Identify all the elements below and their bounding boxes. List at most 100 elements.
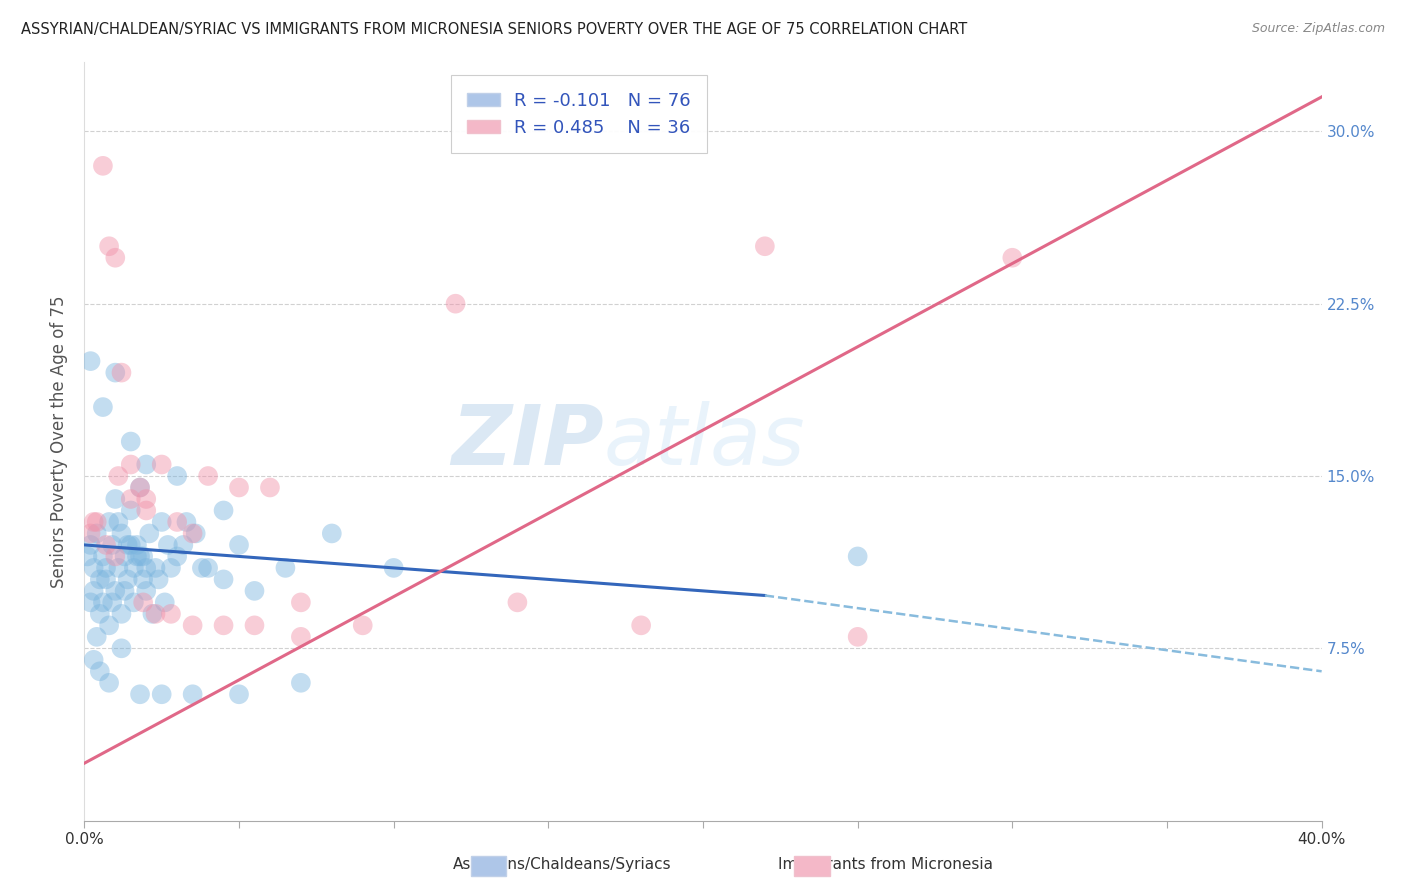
Point <box>104 549 127 564</box>
Point <box>212 503 235 517</box>
Point <box>114 549 136 564</box>
Point <box>321 526 343 541</box>
Point <box>91 400 114 414</box>
Point <box>846 549 869 564</box>
Point <box>166 549 188 564</box>
Point <box>181 618 204 632</box>
Point <box>160 607 183 621</box>
Point <box>83 515 105 529</box>
Point <box>145 607 167 621</box>
Point <box>120 503 142 517</box>
Point <box>181 526 204 541</box>
Point <box>150 515 173 529</box>
Point <box>120 491 142 506</box>
Point <box>120 458 142 472</box>
Point <box>125 538 148 552</box>
Point <box>135 561 157 575</box>
Point <box>94 538 117 552</box>
Point <box>125 549 148 564</box>
Point <box>191 561 214 575</box>
Point <box>181 687 204 701</box>
Point <box>132 549 155 564</box>
Point <box>243 618 266 632</box>
Point <box>129 481 152 495</box>
Point <box>184 526 207 541</box>
Point <box>132 573 155 587</box>
Point <box>135 503 157 517</box>
Text: ZIP: ZIP <box>451 401 605 482</box>
Point <box>1001 251 1024 265</box>
Point <box>104 583 127 598</box>
Point <box>110 526 132 541</box>
Point <box>98 618 121 632</box>
Point <box>122 561 145 575</box>
Point <box>444 296 467 310</box>
Point <box>86 630 108 644</box>
Point <box>120 538 142 552</box>
Point <box>117 538 139 552</box>
Text: Assyrians/Chaldeans/Syriacs: Assyrians/Chaldeans/Syriacs <box>453 857 672 872</box>
Point <box>135 491 157 506</box>
Point <box>79 354 101 368</box>
Point <box>110 641 132 656</box>
Point <box>166 515 188 529</box>
Point <box>107 469 129 483</box>
Point <box>228 687 250 701</box>
Point <box>132 595 155 609</box>
Text: Source: ZipAtlas.com: Source: ZipAtlas.com <box>1251 22 1385 36</box>
Point <box>114 583 136 598</box>
Point <box>228 538 250 552</box>
Point <box>79 538 101 552</box>
Point <box>150 458 173 472</box>
Point <box>83 653 105 667</box>
Point <box>138 526 160 541</box>
Point <box>83 583 105 598</box>
Point <box>166 469 188 483</box>
Point <box>98 675 121 690</box>
Legend: R = -0.101   N = 76, R = 0.485    N = 36: R = -0.101 N = 76, R = 0.485 N = 36 <box>451 75 707 153</box>
Point <box>129 481 152 495</box>
Point <box>148 573 170 587</box>
Point <box>145 561 167 575</box>
Point <box>172 538 194 552</box>
Point <box>352 618 374 632</box>
Point <box>98 239 121 253</box>
Point <box>129 687 152 701</box>
Point <box>104 366 127 380</box>
Text: atlas: atlas <box>605 401 806 482</box>
Point <box>176 515 198 529</box>
Point <box>212 573 235 587</box>
Point <box>197 561 219 575</box>
Point <box>153 595 176 609</box>
Point <box>98 515 121 529</box>
Point <box>86 526 108 541</box>
Point <box>101 595 124 609</box>
Point <box>89 607 111 621</box>
Point <box>382 561 405 575</box>
Y-axis label: Seniors Poverty Over the Age of 75: Seniors Poverty Over the Age of 75 <box>51 295 69 588</box>
Point <box>290 630 312 644</box>
Point <box>506 595 529 609</box>
Point <box>107 515 129 529</box>
Point <box>79 526 101 541</box>
Point <box>630 618 652 632</box>
Point <box>89 573 111 587</box>
Point <box>91 549 114 564</box>
Point <box>150 687 173 701</box>
Point <box>122 595 145 609</box>
Point <box>243 583 266 598</box>
Point <box>86 515 108 529</box>
Point <box>91 595 114 609</box>
Text: Immigrants from Micronesia: Immigrants from Micronesia <box>779 857 993 872</box>
Point <box>290 595 312 609</box>
Point <box>110 366 132 380</box>
Point <box>228 481 250 495</box>
Point <box>135 583 157 598</box>
Point <box>156 538 179 552</box>
Point <box>754 239 776 253</box>
Point <box>160 561 183 575</box>
Point <box>141 607 163 621</box>
Point <box>117 573 139 587</box>
Point <box>135 458 157 472</box>
Point <box>104 251 127 265</box>
